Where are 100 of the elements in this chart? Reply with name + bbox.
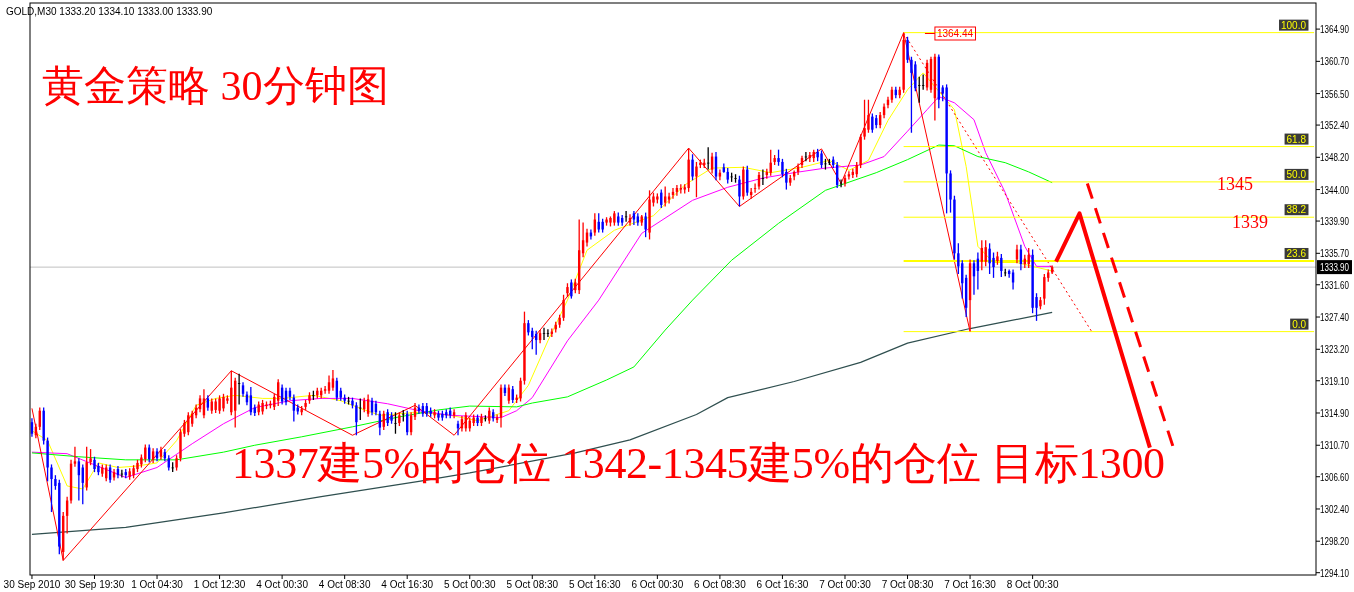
candlestick	[476, 413, 479, 427]
candlestick	[910, 56, 913, 134]
y-tick-label: 1310.70	[1320, 440, 1354, 452]
candlestick	[1039, 296, 1042, 310]
candlestick	[738, 175, 741, 208]
candlestick	[906, 36, 909, 64]
x-tick-label: 1 Oct 12:30	[193, 579, 246, 590]
x-tick-label: 7 Oct 16:30	[944, 579, 997, 590]
y-tick-label: 1344.00	[1320, 184, 1354, 196]
series-label: 0.0	[1292, 318, 1307, 330]
candlestick	[89, 448, 92, 466]
candlestick	[97, 462, 100, 476]
y-tick-label: 1298.20	[1320, 536, 1354, 548]
x-tick-label: 7 Oct 08:30	[881, 579, 934, 590]
y-tick-label: 1352.40	[1320, 120, 1354, 132]
series-label: 23.6	[1286, 247, 1307, 259]
y-tick-label: 1294.10	[1320, 567, 1354, 579]
candlestick	[691, 153, 694, 182]
x-tick-label: 6 Oct 16:30	[756, 579, 809, 590]
candlestick	[312, 390, 315, 401]
candlestick	[663, 185, 667, 208]
candlestick	[175, 454, 178, 472]
series-label: 61.8	[1286, 133, 1307, 145]
y-tick-label: 1348.20	[1320, 152, 1354, 164]
annotation: GOLD,M30 1333.20 1334.10 1333.00 1333.90	[6, 6, 213, 17]
candlestick	[323, 385, 327, 395]
candlestick	[863, 99, 866, 141]
candlestick	[695, 161, 698, 198]
candlestick	[46, 436, 49, 482]
candlestick	[605, 216, 608, 227]
candlestick	[953, 195, 956, 261]
y-tick-label: 1306.60	[1320, 471, 1354, 483]
candlestick	[437, 410, 440, 422]
x-tick-label: 5 Oct 16:30	[568, 579, 622, 590]
candlestick	[945, 83, 948, 215]
candlestick	[327, 374, 331, 395]
candlestick	[73, 446, 77, 468]
candlestick	[441, 410, 444, 422]
candlestick	[839, 178, 843, 188]
candlestick	[261, 399, 264, 416]
candlestick	[992, 251, 995, 279]
candlestick	[50, 463, 53, 513]
candlestick	[519, 377, 522, 403]
candlestick	[1000, 253, 1003, 278]
x-tick-label: 4 Oct 08:30	[318, 579, 371, 590]
candlestick	[136, 459, 139, 473]
x-tick-label: 5 Oct 00:30	[443, 579, 497, 590]
candlestick	[218, 394, 221, 415]
candlestick	[761, 168, 765, 186]
candlestick	[347, 396, 350, 406]
series-label: 50.0	[1286, 168, 1307, 180]
series-label: 38.2	[1286, 204, 1307, 216]
candlestick	[949, 169, 952, 214]
x-tick-label: 6 Oct 08:30	[694, 579, 747, 590]
candlestick	[542, 327, 546, 341]
y-tick-label: 1335.70	[1320, 248, 1354, 260]
candlestick	[859, 133, 862, 169]
y-tick-label: 1302.40	[1320, 503, 1354, 515]
candlestick	[222, 393, 225, 413]
x-tick-label: 30 Sep 19:30	[64, 579, 125, 590]
candlestick	[624, 210, 628, 223]
candlestick	[304, 399, 307, 411]
candlestick	[132, 464, 135, 479]
y-tick-label: 1314.90	[1320, 408, 1354, 419]
y-tick-label: 1327.40	[1320, 312, 1354, 324]
candlestick	[820, 149, 823, 169]
candlestick	[566, 282, 569, 298]
y-tick-label: 1319.10	[1320, 375, 1354, 387]
y-tick-label: 1356.50	[1320, 88, 1354, 100]
candlestick	[562, 294, 565, 322]
series-label: 100.0	[1281, 19, 1307, 31]
candlestick	[824, 158, 827, 171]
candlestick	[480, 413, 483, 427]
candlestick	[237, 373, 241, 406]
x-tick-label: 1 Oct 04:30	[131, 579, 184, 590]
x-tick-label: 5 Oct 08:30	[506, 579, 559, 590]
candlestick	[753, 182, 757, 194]
x-tick-label: 4 Oct 00:30	[256, 579, 309, 590]
y-tick-label: 1323.20	[1320, 344, 1354, 356]
candlestick	[390, 411, 393, 425]
y-tick-label: 1360.70	[1320, 56, 1354, 68]
candlestick	[570, 278, 573, 300]
candlestick	[523, 311, 526, 386]
y-tick-label: 1331.60	[1320, 279, 1354, 291]
candlestick	[644, 211, 647, 238]
candlestick	[331, 369, 335, 392]
candlestick	[847, 170, 851, 181]
candlestick	[871, 112, 874, 134]
candlestick	[777, 149, 780, 167]
candlestick	[308, 391, 311, 405]
candlestick	[433, 408, 436, 420]
x-tick-label: 30 Sep 2010	[3, 579, 61, 590]
candlestick	[546, 328, 550, 338]
candlestick	[1043, 273, 1046, 306]
x-tick-label: 4 Oct 16:30	[381, 579, 434, 590]
y-tick-label: 1339.90	[1320, 216, 1354, 228]
candlestick	[484, 414, 487, 423]
x-tick-label: 6 Oct 00:30	[631, 579, 684, 590]
candlestick	[914, 60, 917, 92]
candlestick	[351, 396, 354, 410]
